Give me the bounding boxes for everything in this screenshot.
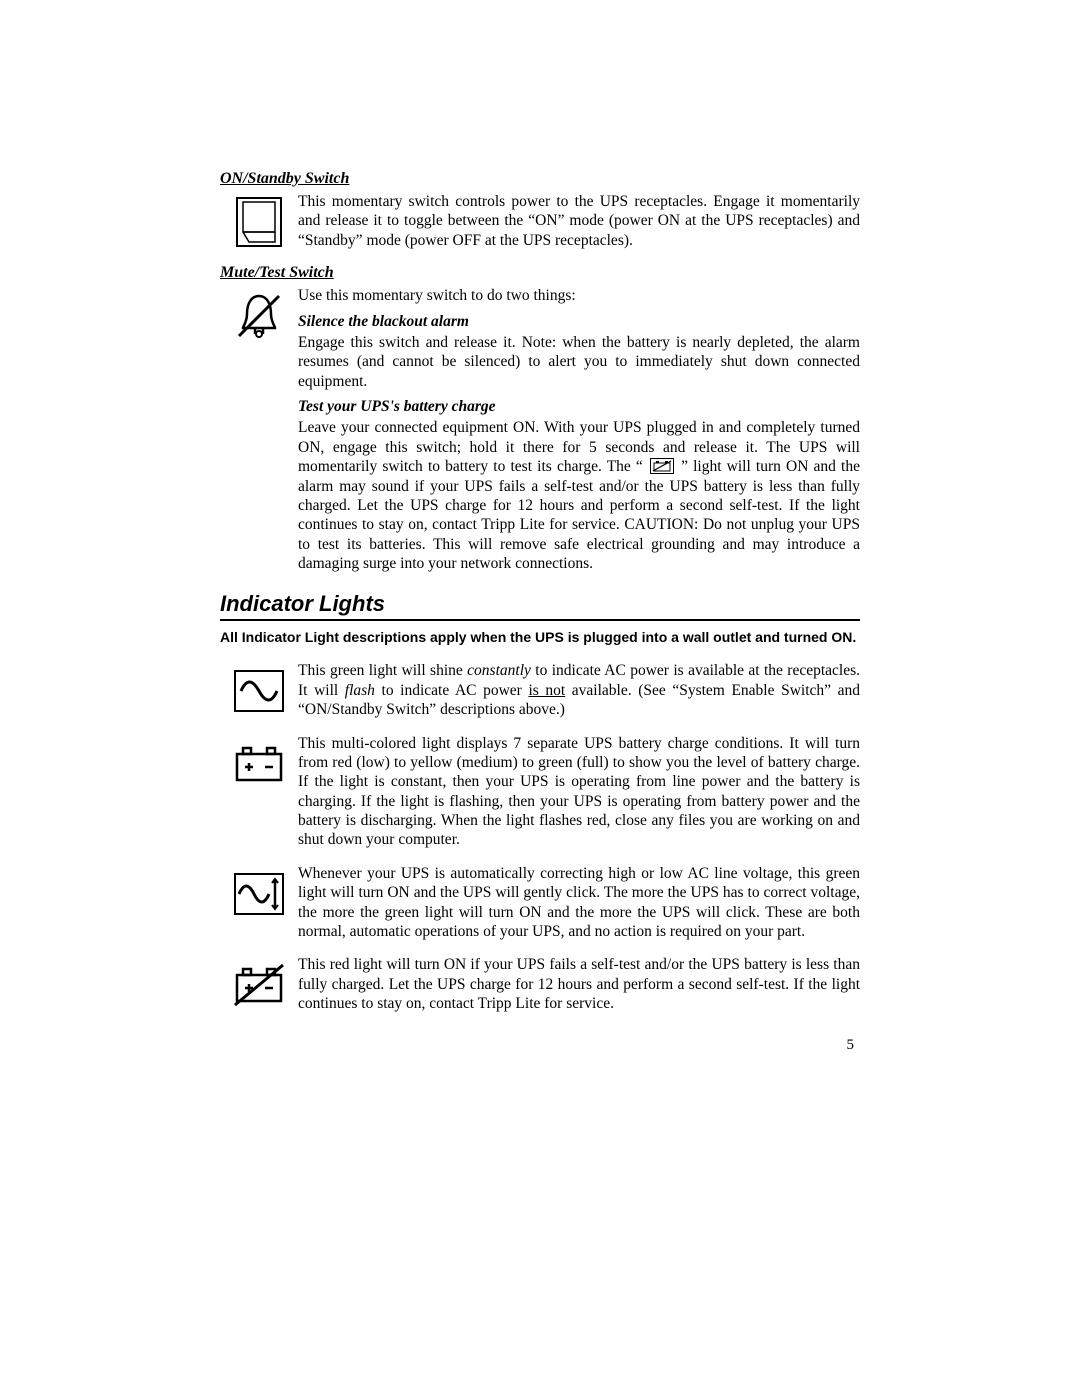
battery-icon	[231, 736, 287, 792]
silence-body: Engage this switch and release it. Note:…	[298, 333, 860, 391]
on-standby-icon-col	[220, 192, 298, 250]
mute-test-block: Use this momentary switch to do two thin…	[220, 286, 860, 573]
indicator-lights-note: All Indicator Light descriptions apply w…	[220, 629, 860, 645]
manual-page: ON/Standby Switch This momentary switch …	[220, 170, 860, 1054]
indicator-lights-title: Indicator Lights	[220, 591, 860, 621]
green-t3: to indicate AC power	[375, 682, 529, 699]
on-standby-text: This momentary switch controls power to …	[298, 192, 860, 250]
rocker-switch-icon	[231, 194, 287, 250]
green-i1: constantly	[467, 662, 531, 679]
bell-mute-icon	[231, 288, 287, 344]
battery-fault-text: This red light will turn ON if your UPS …	[298, 955, 860, 1013]
voltage-text: Whenever your UPS is automatically corre…	[298, 864, 860, 942]
battery-fault-inline-icon	[650, 458, 674, 474]
test-body: Leave your connected equipment ON. With …	[298, 418, 860, 573]
test-body-part2: ” light will turn ON and the alarm may s…	[298, 458, 860, 572]
battery-icon-col	[220, 734, 298, 792]
page-number: 5	[220, 1037, 860, 1054]
sine-wave-icon	[231, 663, 287, 719]
mute-test-icon-col	[220, 286, 298, 344]
ac-power-icon-col	[220, 661, 298, 719]
battery-fault-icon-col	[220, 955, 298, 1013]
on-standby-heading: ON/Standby Switch	[220, 170, 860, 188]
green-t1: This green light will shine	[298, 662, 467, 679]
ac-power-block: This green light will shine constantly t…	[220, 661, 860, 719]
mute-test-heading: Mute/Test Switch	[220, 264, 860, 282]
mute-test-text: Use this momentary switch to do two thin…	[298, 286, 860, 573]
test-heading: Test your UPS's battery charge	[298, 397, 860, 416]
green-i2: flash	[345, 682, 375, 699]
voltage-icon-col	[220, 864, 298, 922]
sine-arrow-icon	[231, 866, 287, 922]
battery-text: This multi-colored light displays 7 sepa…	[298, 734, 860, 850]
green-u1: is not	[528, 682, 565, 699]
battery-fault-block: This red light will turn ON if your UPS …	[220, 955, 860, 1013]
silence-heading: Silence the blackout alarm	[298, 312, 860, 331]
on-standby-block: This momentary switch controls power to …	[220, 192, 860, 250]
mute-test-intro: Use this momentary switch to do two thin…	[298, 286, 860, 305]
ac-power-text: This green light will shine constantly t…	[298, 661, 860, 719]
battery-fault-icon	[231, 957, 287, 1013]
voltage-correct-block: Whenever your UPS is automatically corre…	[220, 864, 860, 942]
battery-charge-block: This multi-colored light displays 7 sepa…	[220, 734, 860, 850]
